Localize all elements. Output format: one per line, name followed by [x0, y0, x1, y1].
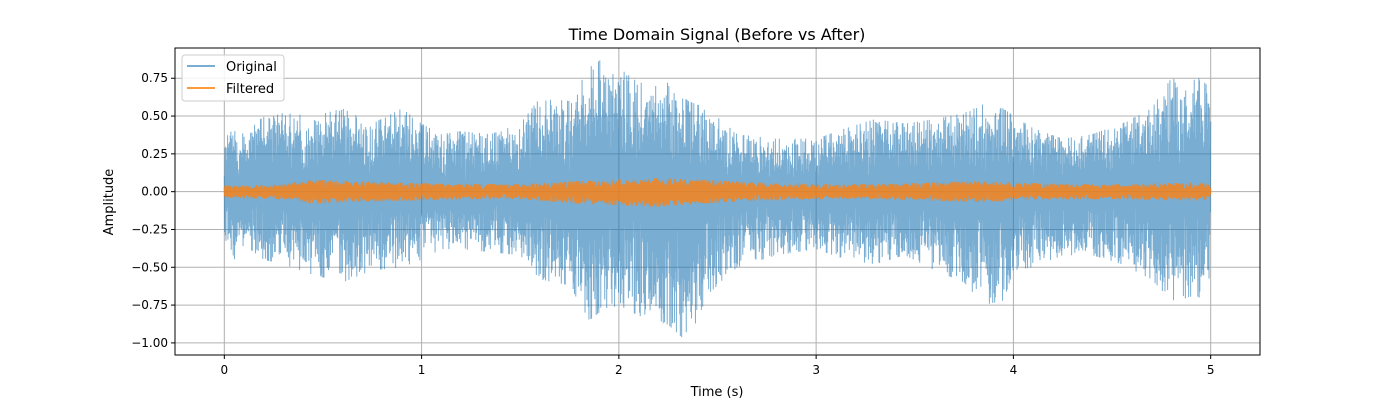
legend-label-filtered: Filtered	[226, 82, 274, 97]
y-tick-label: −0.50	[131, 260, 168, 274]
y-tick-label: −1.00	[131, 336, 168, 350]
y-tick-label: 0.00	[141, 185, 168, 199]
x-tick-label: 3	[812, 363, 820, 377]
chart-title: Time Domain Signal (Before vs After)	[568, 25, 866, 44]
y-tick-label: −0.75	[131, 298, 168, 312]
y-axis-ticks: −1.00 −0.75 −0.50 −0.25 0.00 0.25 0.50 0.75	[131, 71, 175, 350]
y-tick-label: −0.25	[131, 222, 168, 236]
x-axis-ticks: 0 1 2 3 4 5	[220, 355, 1215, 377]
y-axis-label: Amplitude	[102, 169, 117, 236]
x-axis-label: Time (s)	[690, 385, 744, 400]
y-tick-label: 0.25	[141, 147, 168, 161]
series-layer	[223, 60, 1212, 338]
legend-label-original: Original	[226, 60, 277, 75]
x-tick-label: 0	[220, 363, 228, 377]
x-tick-label: 1	[418, 363, 426, 377]
x-tick-label: 2	[615, 363, 623, 377]
x-tick-label: 5	[1207, 363, 1215, 377]
axes-frame	[174, 47, 1261, 356]
x-tick-label: 4	[1010, 363, 1018, 377]
legend: Original Filtered	[181, 54, 285, 102]
series-line-filtered	[223, 178, 1212, 207]
y-tick-label: 0.75	[141, 71, 168, 85]
y-tick-label: 0.50	[141, 109, 168, 123]
series-line-original	[223, 60, 1212, 338]
